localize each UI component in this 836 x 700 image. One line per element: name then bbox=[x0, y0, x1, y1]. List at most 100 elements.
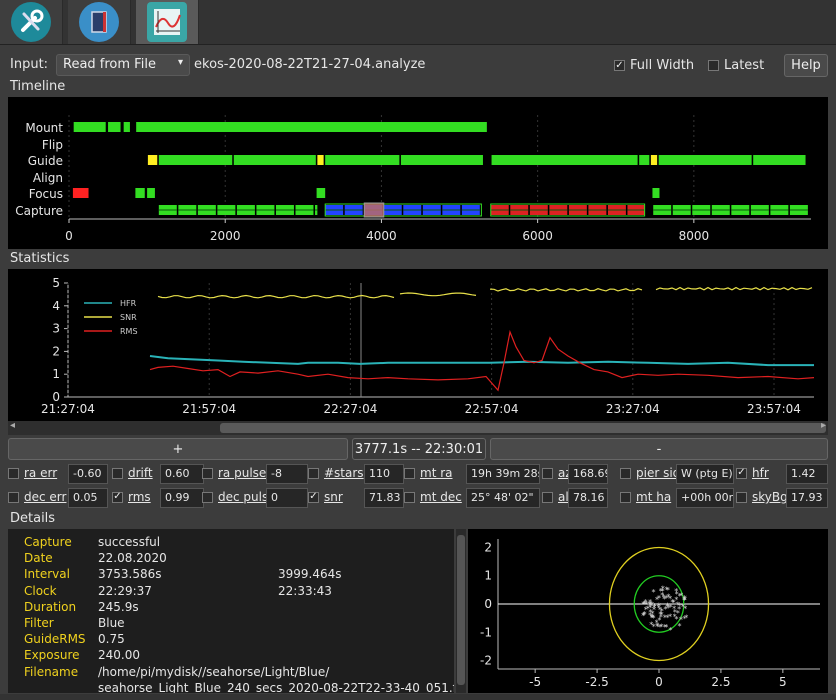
zoom-in-button[interactable]: + bbox=[8, 438, 348, 460]
scatter-point: * bbox=[666, 592, 670, 601]
timeline-panel[interactable]: 0 2000 4000 6000 8000 Mount Flip Guide Align Focu… bbox=[8, 97, 828, 249]
scatter-point: * bbox=[682, 596, 686, 605]
stat-value: 0.05 bbox=[68, 488, 108, 508]
stat-value: W (ptg E) bbox=[676, 464, 734, 484]
stats-x-tick-label: 22:57:04 bbox=[465, 402, 519, 416]
stat-checkbox[interactable]: ✓ bbox=[112, 491, 123, 503]
stat-dec-pulse-toggle[interactable]: dec pulse bbox=[202, 490, 276, 504]
stat-mt-ra-toggle[interactable]: mt ra bbox=[404, 466, 453, 480]
stat-rms-toggle[interactable]: ✓ rms bbox=[112, 490, 151, 504]
timeline-title: Timeline bbox=[10, 79, 66, 94]
scatter-point: * bbox=[662, 595, 666, 604]
statistics-chart[interactable]: 0 1 2 3 4 5 21:27:04 21:57:04 22:27:04 22:57:04 23… bbox=[8, 269, 828, 421]
details-scrollbar[interactable] bbox=[456, 529, 466, 693]
scatter-point: * bbox=[649, 601, 653, 610]
timeline-segment bbox=[123, 122, 130, 132]
stat-checkbox[interactable] bbox=[8, 467, 19, 479]
scatter-point: * bbox=[672, 604, 676, 613]
scatter-point: * bbox=[657, 594, 661, 603]
statistics-scrollbar[interactable]: ◂ ▸ bbox=[8, 420, 828, 435]
stat-ra-pulse-toggle[interactable]: ra pulse bbox=[202, 466, 266, 480]
details-value: Blue bbox=[98, 616, 125, 630]
timeline-segment bbox=[658, 155, 752, 165]
scatter-point: * bbox=[648, 600, 652, 609]
timeline-segment bbox=[73, 122, 106, 132]
chevron-down-icon: ▾ bbox=[177, 57, 183, 68]
stat-hfr-toggle[interactable]: ✓ hfr bbox=[736, 466, 769, 480]
stat-checkbox[interactable] bbox=[308, 467, 319, 479]
latest-option[interactable]: Latest bbox=[708, 58, 764, 73]
scatter-point: * bbox=[684, 614, 688, 623]
scatter-point: * bbox=[659, 587, 663, 596]
hfr-series bbox=[149, 355, 814, 367]
tab-setup[interactable] bbox=[0, 0, 63, 44]
tab-scheduler[interactable] bbox=[68, 0, 131, 44]
details-key: Exposure bbox=[24, 648, 80, 663]
scatter-point: * bbox=[666, 601, 670, 610]
details-scrollbar-thumb[interactable] bbox=[457, 535, 465, 685]
stat-label: ra pulse bbox=[218, 466, 267, 480]
scatter-point: * bbox=[675, 590, 679, 599]
input-source-select[interactable]: Read from File ▾ bbox=[56, 54, 190, 76]
stat-label: #stars bbox=[324, 466, 364, 480]
scroll-right-icon[interactable]: ▸ bbox=[820, 420, 826, 431]
stat-checkbox[interactable] bbox=[404, 491, 415, 503]
stat-checkbox[interactable]: ✓ bbox=[308, 491, 319, 503]
details-filename-continued: seahorse_Light_Blue_240_secs_2020-08-22T… bbox=[98, 680, 454, 693]
stat-value: -0.60 bbox=[68, 464, 108, 484]
zoom-out-button[interactable]: - bbox=[490, 438, 828, 460]
stat-checkbox[interactable] bbox=[542, 491, 553, 503]
scroll-left-icon[interactable]: ◂ bbox=[10, 420, 16, 431]
stat-drift-toggle[interactable]: drift bbox=[112, 466, 153, 480]
full-width-checkbox[interactable]: ✓ bbox=[614, 59, 625, 71]
timeline-segment bbox=[135, 188, 145, 198]
stat-checkbox[interactable]: ✓ bbox=[736, 467, 747, 479]
stat-dec-err-toggle[interactable]: dec err bbox=[8, 490, 66, 504]
stat-mt-dec-toggle[interactable]: mt dec bbox=[404, 490, 462, 504]
details-value: 22:29:37 bbox=[98, 583, 152, 598]
full-width-option[interactable]: ✓ Full Width bbox=[614, 58, 694, 73]
capture-filter-group bbox=[490, 203, 646, 217]
scrollbar-thumb[interactable] bbox=[220, 423, 826, 433]
scatter-point: * bbox=[676, 601, 680, 610]
stat-checkbox[interactable] bbox=[736, 491, 747, 503]
details-value-end: 3999.464s bbox=[278, 567, 342, 582]
latest-checkbox[interactable] bbox=[708, 60, 719, 71]
stat-snr-toggle[interactable]: ✓ snr bbox=[308, 490, 343, 504]
stat-checkbox[interactable] bbox=[8, 491, 19, 503]
timeline-chart[interactable]: 0 2000 4000 6000 8000 Mount Flip Guide Align Focu… bbox=[8, 97, 828, 249]
scatter-point: * bbox=[679, 616, 683, 625]
timeline-segment bbox=[325, 155, 400, 165]
timeline-tick-label: 8000 bbox=[679, 229, 710, 243]
timeline-segment bbox=[316, 188, 326, 198]
bottom-splitter[interactable] bbox=[0, 694, 836, 700]
stat-checkbox[interactable] bbox=[620, 467, 631, 479]
stat-checkbox[interactable] bbox=[542, 467, 553, 479]
stat-pier-side-toggle[interactable]: pier side bbox=[620, 466, 688, 480]
stat-checkbox[interactable] bbox=[112, 467, 123, 479]
stat--stars-toggle[interactable]: #stars bbox=[308, 466, 364, 480]
zoom-range-display: 3777.1s -- 22:30:01 bbox=[352, 438, 486, 460]
details-value: successful bbox=[98, 535, 161, 549]
scatter-point: * bbox=[677, 605, 681, 614]
statistics-panel[interactable]: 0 1 2 3 4 5 21:27:04 21:57:04 22:27:04 22:57:04 23… bbox=[8, 269, 828, 421]
scatter-point: * bbox=[652, 604, 656, 613]
stat-checkbox[interactable] bbox=[202, 467, 213, 479]
help-button[interactable]: Help bbox=[784, 54, 828, 77]
stat-value: 17.93 bbox=[786, 488, 828, 508]
stat-value: 71.83 bbox=[364, 488, 404, 508]
stat-mt-ha-toggle[interactable]: mt ha bbox=[620, 490, 671, 504]
stats-legend-label: RMS bbox=[120, 327, 138, 336]
scatter-point: * bbox=[648, 598, 652, 607]
stat-checkbox[interactable] bbox=[202, 491, 213, 503]
stat-checkbox[interactable] bbox=[404, 467, 415, 479]
stat-value: 0.60 bbox=[160, 464, 204, 484]
stat-label: hfr bbox=[752, 466, 769, 480]
tab-analyze[interactable] bbox=[136, 0, 199, 44]
stat-ra-err-toggle[interactable]: ra err bbox=[8, 466, 57, 480]
stat-skybg-toggle[interactable]: skyBg bbox=[736, 490, 788, 504]
stats-x-tick-label: 23:57:04 bbox=[747, 402, 801, 416]
details-key: GuideRMS bbox=[24, 632, 86, 647]
timeline-segment bbox=[650, 155, 658, 165]
stat-checkbox[interactable] bbox=[620, 491, 631, 503]
